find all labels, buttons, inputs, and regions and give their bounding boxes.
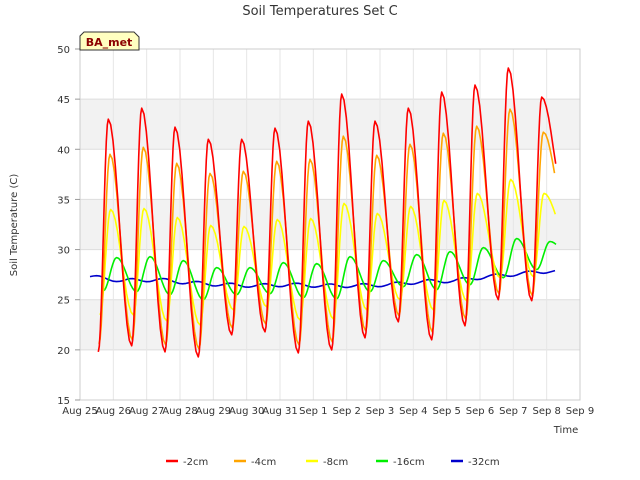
x-tick-label: Sep 1 xyxy=(299,406,327,417)
y-tick-label: 50 xyxy=(57,45,70,56)
series-line-minus-8cm xyxy=(99,178,557,326)
chart-title: Soil Temperatures Set C xyxy=(242,4,397,19)
series-lines xyxy=(89,67,557,358)
legend: -2cm -4cm -8cm -16cm -32cm xyxy=(166,457,500,468)
x-tick-label: Aug 27 xyxy=(129,406,164,417)
x-tick-label: Sep 6 xyxy=(466,406,494,417)
background-band xyxy=(80,199,580,250)
y-tick-label: 20 xyxy=(57,346,70,357)
series-line-minus-32cm xyxy=(89,269,556,289)
x-tick-label: Sep 4 xyxy=(399,406,427,417)
x-tick-label: Sep 9 xyxy=(566,406,594,417)
series-line-minus-16cm xyxy=(102,237,557,301)
x-tick-label: Sep 8 xyxy=(532,406,560,417)
background-band xyxy=(80,99,580,150)
x-tick-label: Aug 28 xyxy=(162,406,197,417)
x-tick-label: Aug 30 xyxy=(229,406,264,417)
y-tick-label: 25 xyxy=(57,296,70,307)
y-tick-labels: 15 20 25 30 35 40 45 50 xyxy=(57,45,80,407)
legend-label: -32cm xyxy=(468,457,500,468)
y-axis-label: Soil Temperature (C) xyxy=(9,174,20,277)
y-tick-label: 40 xyxy=(57,145,70,156)
series-line-minus-4cm xyxy=(98,108,556,350)
series-line-minus-2cm xyxy=(97,67,557,358)
x-tick-label: Sep 2 xyxy=(332,406,360,417)
x-tick-label: Sep 5 xyxy=(432,406,460,417)
legend-label: -16cm xyxy=(393,457,425,468)
y-tick-label: 35 xyxy=(57,195,70,206)
badge-shape xyxy=(79,31,140,51)
x-axis-label: Time xyxy=(553,425,578,436)
y-tick-label: 30 xyxy=(57,246,70,257)
legend-label: -2cm xyxy=(183,457,208,468)
x-tick-label: Aug 26 xyxy=(96,406,131,417)
legend-label: -4cm xyxy=(251,457,276,468)
y-tick-label: 45 xyxy=(57,95,70,106)
x-tick-label: Sep 3 xyxy=(366,406,394,417)
y-tick-label: 15 xyxy=(57,396,70,407)
axes xyxy=(79,48,581,401)
x-tick-label: Aug 31 xyxy=(262,406,297,417)
x-tick-label: Aug 25 xyxy=(62,406,97,417)
x-tick-label: Aug 29 xyxy=(196,406,231,417)
site-badge: BA_met xyxy=(79,31,140,51)
background-band xyxy=(80,299,580,350)
legend-label: -8cm xyxy=(323,457,348,468)
badge-label: BA_met xyxy=(86,36,133,49)
plot-border xyxy=(79,48,581,401)
x-tick-label: Sep 7 xyxy=(499,406,527,417)
